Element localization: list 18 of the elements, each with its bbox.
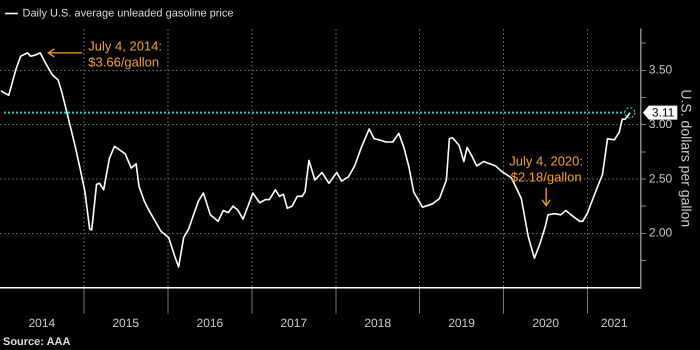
legend-label: Daily U.S. average unleaded gasoline price	[22, 8, 234, 20]
source-note: Source: AAA	[3, 336, 70, 348]
x-tick-label: 2018	[364, 316, 392, 330]
y-tick-label: 3.50	[648, 62, 673, 77]
y-tick-label: 2.50	[648, 171, 673, 186]
x-tick-label: 2015	[112, 316, 140, 330]
x-tick-label: 2017	[280, 316, 308, 330]
x-tick-label: 2021	[600, 316, 628, 330]
x-tick-label: 2020	[532, 316, 560, 330]
x-tick-label: 2019	[448, 316, 476, 330]
ref-line-label: 3.11	[652, 105, 675, 120]
annotation: July 4, 2014: $3.66/gallon	[88, 38, 162, 70]
x-tick-label: 2016	[196, 316, 224, 330]
x-tick-label: 2014	[28, 316, 56, 330]
annotation: July 4, 2020: $2.18/gallon	[509, 154, 583, 185]
y-tick-label: 3.00	[648, 116, 673, 131]
y-axis-title: U.S. dollars per gallon	[678, 89, 695, 228]
y-tick-label: 2.00	[648, 226, 673, 240]
